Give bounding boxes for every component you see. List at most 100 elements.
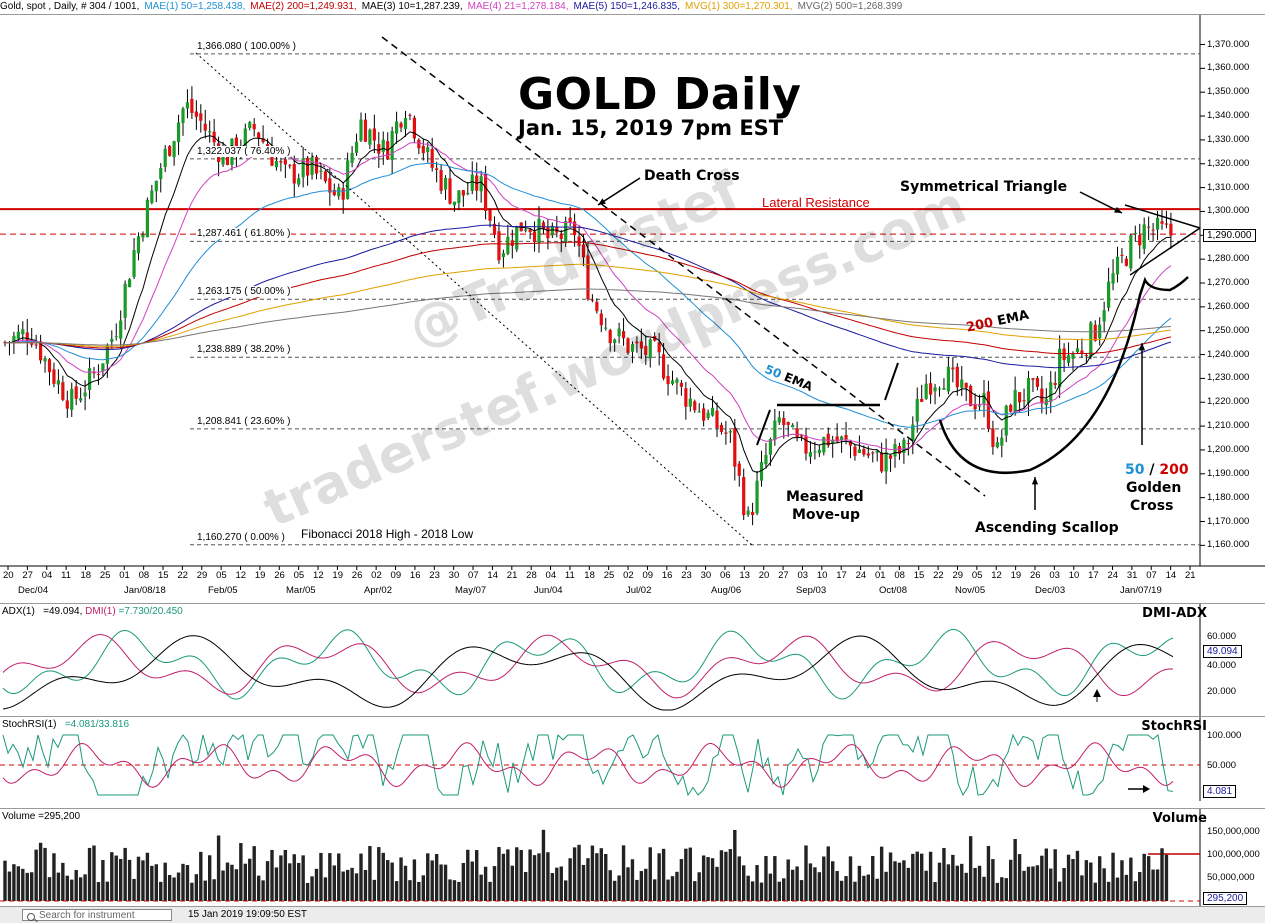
volume-bar — [101, 860, 105, 901]
volume-bar — [43, 847, 47, 901]
candle-up — [1075, 348, 1080, 353]
candle-up — [443, 177, 448, 190]
volume-bar — [924, 870, 928, 901]
price-chart[interactable] — [0, 15, 1265, 604]
price-label: 1,280.000 — [1207, 253, 1250, 265]
ema21-line — [4, 142, 1172, 451]
volume-bar — [915, 851, 919, 901]
volume-bar — [813, 867, 817, 901]
volume-bar — [1057, 881, 1062, 901]
candle-up — [1102, 310, 1106, 322]
price-label: 1,330.000 — [1207, 133, 1250, 145]
volume-bar — [279, 855, 283, 901]
volume-bar — [1022, 870, 1026, 901]
volume-bar — [337, 853, 341, 901]
volume-bar — [577, 844, 581, 901]
volume-bar — [65, 875, 69, 901]
volume-bar — [1062, 867, 1066, 901]
stochrsi-d-line — [2, 742, 1174, 788]
candle-down — [261, 138, 265, 143]
ema10-line — [4, 131, 1171, 474]
volume-bar — [225, 862, 230, 901]
date-day-label: 25 — [99, 570, 111, 581]
candle-up — [648, 339, 652, 359]
candle-down — [799, 435, 804, 437]
volume-bar — [537, 853, 541, 901]
price-label: 1,200.000 — [1207, 443, 1250, 455]
stochrsi-pane[interactable]: StochRSI(1) =4.081/33.816 StochRSI 100.0… — [0, 716, 1265, 801]
candle-down — [835, 436, 839, 442]
volume-bar — [332, 865, 336, 901]
volume-chart[interactable] — [0, 809, 1265, 907]
candles — [3, 86, 1173, 526]
volume-bar — [248, 858, 252, 901]
candle-up — [946, 366, 950, 392]
volume-bar — [386, 860, 390, 901]
volume-bar — [710, 858, 715, 901]
candle-down — [194, 111, 198, 117]
candle-up — [185, 102, 190, 109]
date-day-label: 21 — [1185, 570, 1196, 581]
candle-down — [853, 446, 857, 456]
dmi-adx-pane[interactable]: ADX(1) =49.094, DMI(1) =7.730/20.450 DMI… — [0, 603, 1265, 717]
volume-title: Volume =295,200 — [2, 811, 81, 822]
candle-down — [448, 178, 452, 204]
indicator-1: MAE(2) 200=1,249.931, — [250, 1, 357, 12]
candle-up — [773, 420, 777, 440]
candle-down — [951, 367, 955, 370]
volume-bar — [1124, 874, 1129, 901]
candle-up — [208, 131, 212, 133]
volume-bar — [657, 853, 661, 901]
candle-up — [141, 234, 145, 238]
volume-bar — [1009, 859, 1013, 901]
volume-bar — [150, 865, 154, 901]
candle-down — [742, 476, 746, 516]
date-day-label: 20 — [3, 570, 14, 581]
candle-down — [906, 443, 910, 445]
volume-bar — [661, 848, 666, 901]
volume-bar — [688, 847, 692, 901]
volume-bar — [1129, 857, 1133, 901]
volume-bar — [977, 865, 982, 901]
volume-bar — [795, 866, 799, 901]
volume-bar — [141, 860, 145, 901]
candle-up — [128, 279, 132, 288]
volume-bar — [7, 871, 12, 901]
candle-down — [1018, 392, 1022, 403]
candle-down — [581, 244, 586, 258]
volume-bar — [363, 869, 368, 901]
volume-bar — [1017, 854, 1022, 901]
search-input[interactable]: Search for instrument — [22, 909, 172, 921]
volume-bar — [119, 858, 123, 901]
volume-bar — [555, 867, 559, 901]
dmi-adx-chart[interactable] — [0, 604, 1265, 717]
stochrsi-chart[interactable] — [0, 717, 1265, 801]
price-pane[interactable]: @Traderstef traderstef.wordpress.com GOL… — [0, 14, 1265, 604]
volume-bar — [546, 852, 550, 901]
volume-bar — [1138, 872, 1142, 901]
candle-down — [621, 331, 626, 339]
volume-bar — [354, 873, 359, 901]
volume-bar — [123, 847, 127, 901]
candle-down — [955, 366, 959, 388]
volume-bar — [866, 874, 870, 901]
date-day-label: 05 — [293, 570, 305, 581]
date-month-label: Jan/08/18 — [124, 585, 166, 596]
volume-bar — [1146, 856, 1151, 901]
candle-down — [1022, 400, 1026, 402]
candle-up — [942, 388, 946, 390]
candle-down — [577, 236, 581, 247]
candle-down — [203, 123, 207, 131]
candle-up — [728, 431, 732, 433]
date-day-label: 13 — [739, 570, 750, 581]
price-label: 1,160.000 — [1207, 539, 1250, 551]
vol-ylabel-50m: 50,000,000 — [1207, 872, 1255, 883]
candle-up — [119, 320, 123, 339]
volume-bar — [154, 864, 158, 901]
volume-bar — [991, 859, 995, 901]
price-label: 1,320.000 — [1207, 157, 1250, 169]
date-day-label: 07 — [1146, 570, 1157, 581]
candle-up — [145, 199, 149, 238]
volume-pane[interactable]: Volume =295,200 Volume 150,000,000 100,0… — [0, 808, 1265, 907]
volume-bar — [132, 878, 136, 901]
